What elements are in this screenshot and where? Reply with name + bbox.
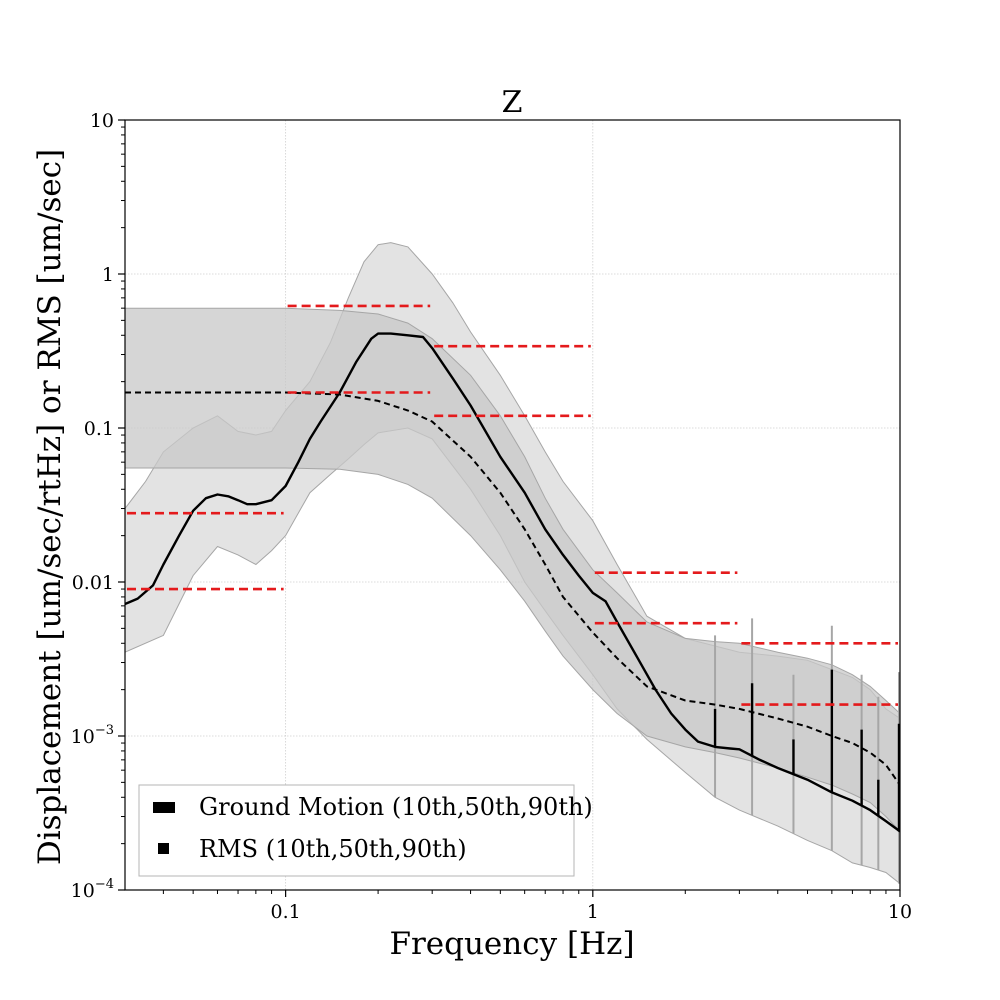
chart-title: Z [502, 85, 523, 120]
legend-box [138, 784, 575, 877]
ground-motion-median-line [125, 332, 900, 833]
plot-frame [124, 119, 901, 891]
y-tick-exponent: −3 [95, 723, 114, 738]
plot-area [125, 242, 900, 885]
rms-band-lines [127, 304, 898, 706]
y-tick-label: 10−3 [71, 723, 114, 748]
x-axis-label: Frequency [Hz] [389, 926, 634, 962]
legend-label-ground-motion: Ground Motion (10th,50th,90th) [199, 793, 593, 821]
rms-band-10-90 [125, 307, 900, 833]
spectral-spikes [713, 618, 900, 884]
x-tick-label: 1 [587, 901, 599, 923]
legend-label-rms: RMS (10th,50th,90th) [199, 835, 467, 863]
y-tick-label: 1 [102, 264, 114, 286]
y-axis-label: Displacement [um/sec/rtHz] or RMS [um/se… [32, 149, 68, 865]
y-tick-label: 10 [90, 110, 114, 132]
legend-swatch-rms [158, 843, 169, 854]
y-tick-label: 0.1 [84, 418, 114, 440]
legend-swatch-ground-motion [153, 802, 175, 813]
x-tick-label: 10 [888, 901, 912, 923]
y-tick-exponent: −4 [95, 877, 114, 892]
x-tick-label: 0.1 [271, 901, 301, 923]
y-tick-label: 0.01 [72, 572, 114, 594]
rms-median-line [125, 391, 900, 786]
legend: Ground Motion (10th,50th,90th) RMS (10th… [138, 784, 593, 877]
